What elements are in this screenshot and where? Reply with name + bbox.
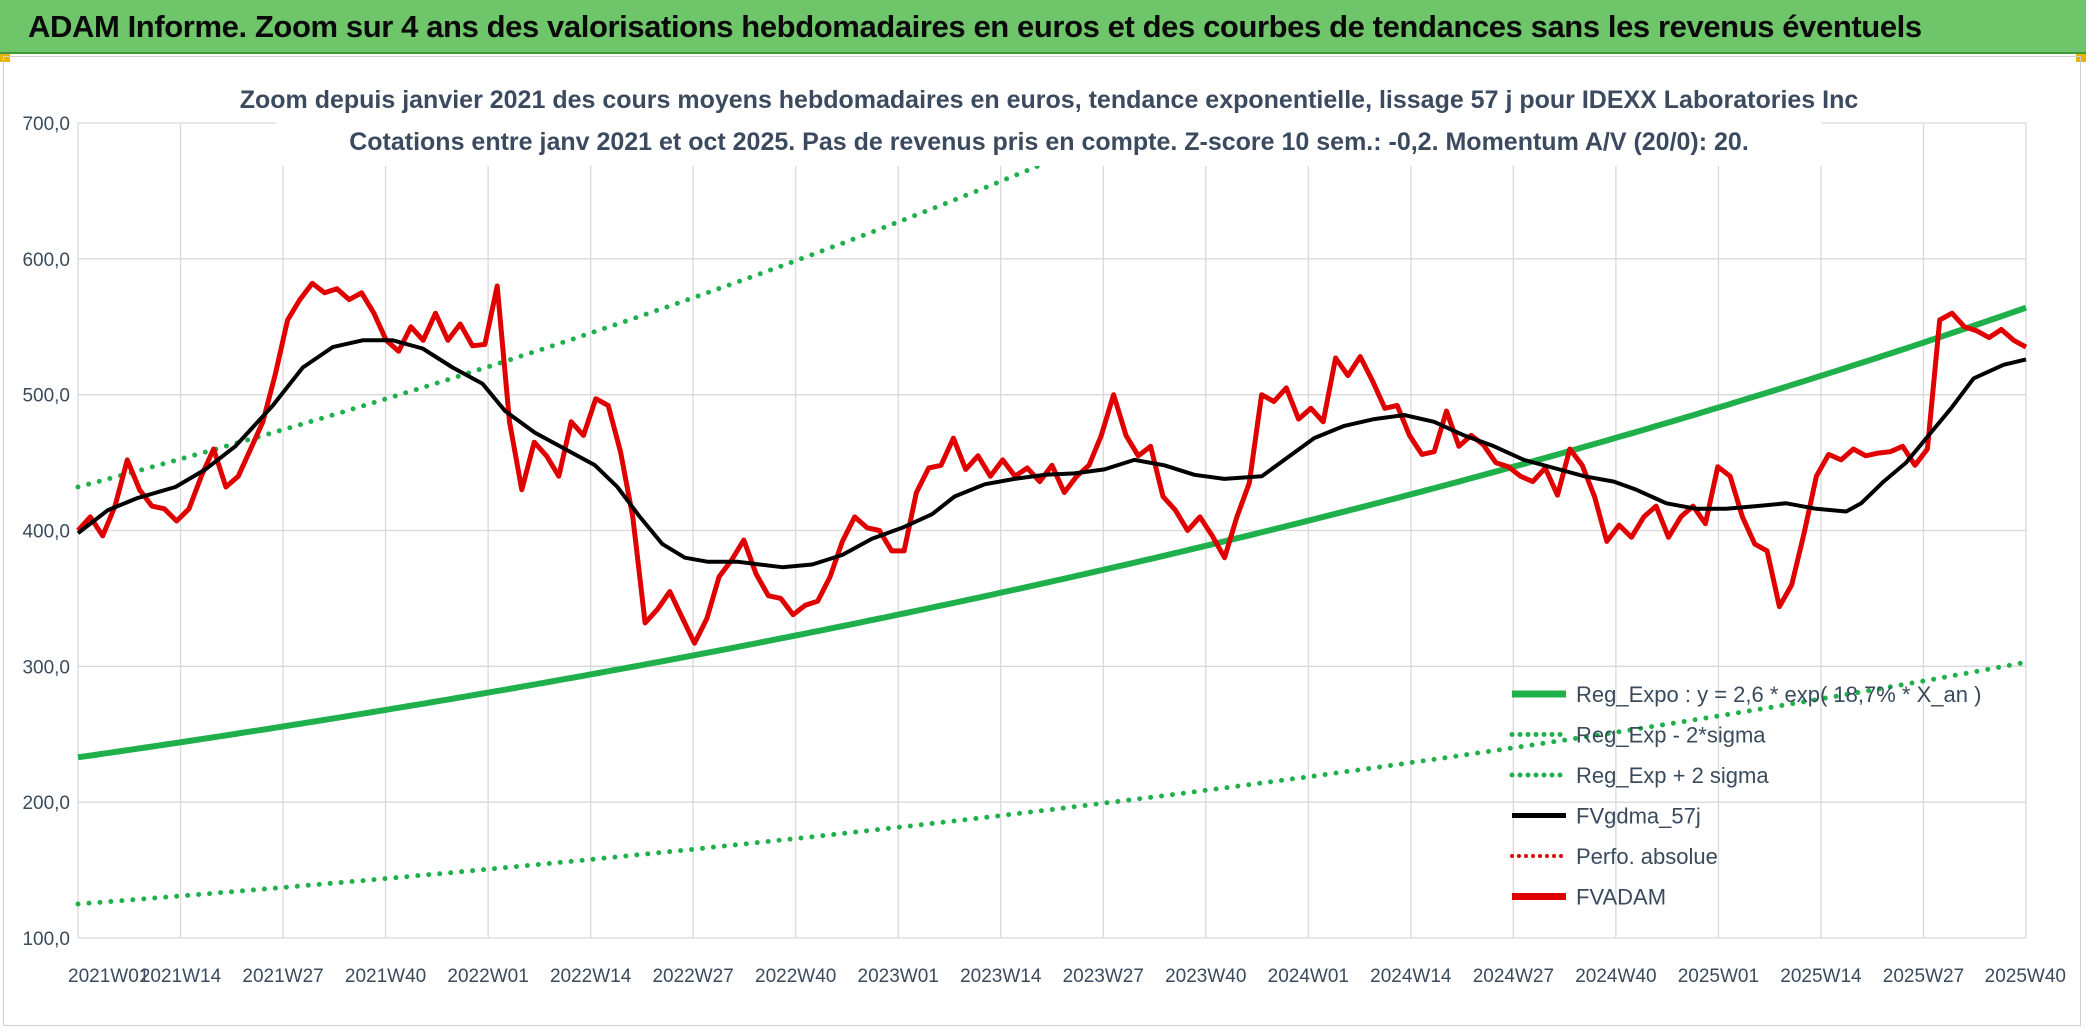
legend: Reg_Expo : y = 2,6 * exp( 18,7% * X_an )… [1509,682,1981,910]
x-tick-label: 2023W40 [1165,966,1246,987]
x-tick-label: 2024W40 [1575,966,1656,987]
x-tick-label: 2024W01 [1268,966,1349,987]
y-axis: 100,0 200,0 300,0 400,0 500,0 600,0 700,0 [22,114,70,950]
series-lower-sigma [75,659,2029,907]
x-tick-label: 2022W14 [550,966,632,987]
x-tick-label: 2022W40 [755,966,836,987]
y-tick-label: 600,0 [22,250,70,271]
x-tick-label: 2024W27 [1473,966,1554,987]
legend-label-reg_expo: Reg_Expo : y = 2,6 * exp( 18,7% * X_an ) [1576,682,1981,707]
chart-frame [3,56,2081,1026]
series-layer [75,119,2029,907]
grid-lines [77,122,2027,939]
x-tick-label: 2021W01 [68,966,149,987]
x-tick-label: 2025W14 [1780,966,1862,987]
series-upper-sigma [75,119,1156,490]
x-tick-label: 2023W14 [960,966,1042,987]
x-tick-label: 2023W01 [858,966,939,987]
legend-label-fvadam: FVADAM [1576,885,1666,910]
series-fvgdma [76,338,2027,570]
legend-label-fvgdma: FVgdma_57j [1576,804,1701,829]
banner-corner-left [0,54,10,62]
y-tick-label: 200,0 [22,793,70,814]
legend-label-upper: Reg_Exp + 2 sigma [1576,763,1769,788]
y-tick-label: 300,0 [22,657,70,678]
series-reg-expo [77,304,2028,761]
chart-title-line1: Zoom depuis janvier 2021 des cours moyen… [240,86,1859,114]
x-tick-label: 2025W40 [1985,966,2066,987]
y-tick-label: 500,0 [22,386,70,407]
x-tick-label: 2022W27 [652,966,733,987]
report-banner: ADAM Informe. Zoom sur 4 ans des valoris… [0,0,2086,54]
x-tick-label: 2021W27 [242,966,323,987]
banner-corner-right [2076,54,2086,62]
legend-label-lower: Reg_Exp - 2*sigma [1576,723,1766,748]
y-tick-label: 700,0 [22,114,70,135]
x-tick-label: 2025W01 [1678,966,1759,987]
y-tick-label: 100,0 [22,929,70,950]
legend-label-perfo: Perfo. absolue [1576,844,1718,869]
x-tick-label: 2021W14 [140,966,222,987]
series-group [75,119,2029,907]
x-tick-label: 2021W40 [345,966,426,987]
x-tick-label: 2025W27 [1883,966,1964,987]
y-tick-label: 400,0 [22,522,70,543]
x-tick-label: 2022W01 [447,966,528,987]
series-fvadam [76,280,2028,646]
chart-title-line2: Cotations entre janv 2021 et oct 2025. P… [349,128,1749,156]
x-tick-label: 2024W14 [1370,966,1452,987]
title-backdrop [276,80,1822,166]
x-tick-label: 2023W27 [1063,966,1144,987]
